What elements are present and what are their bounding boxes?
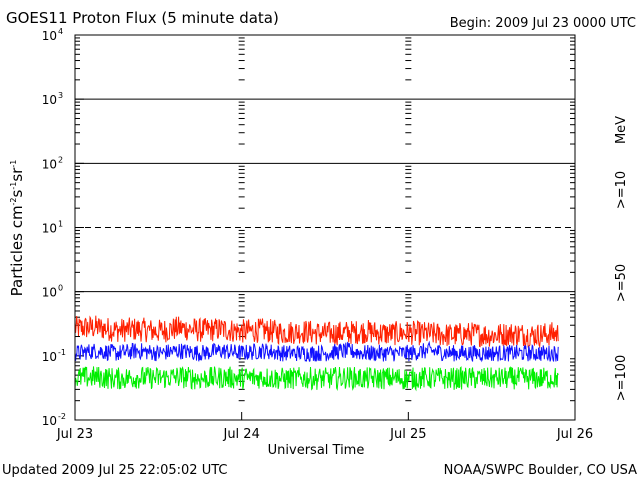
plot-frame: [74, 34, 576, 421]
y-tick-label: 10: [42, 29, 57, 43]
y-tick-label: 10: [42, 414, 57, 428]
y-tick-exponent: 4: [58, 27, 63, 36]
series-line-0: [74, 315, 559, 349]
legend-item-10mev: >=10: [614, 171, 629, 209]
y-tick-label: 10: [42, 286, 57, 300]
y-tick-label: 10: [42, 93, 57, 107]
y-tick-exponent: -2: [58, 412, 66, 421]
y-tick-label: 10: [42, 350, 57, 364]
y-tick-exponent: 1: [58, 220, 63, 229]
credit-text: NOAA/SWPC Boulder, CO USA: [444, 463, 637, 478]
x-tick-label: Jul 26: [556, 427, 593, 442]
legend-item-100mev: >=100: [614, 355, 629, 402]
series-layer: [74, 315, 559, 392]
legend-unit: MeV: [614, 116, 629, 144]
x-tick-label: Jul 24: [222, 427, 259, 442]
svg-text:>=50: >=50: [614, 264, 629, 302]
y-tick-exponent: 3: [58, 91, 63, 100]
series-line-2: [74, 366, 559, 392]
y-tick-exponent: 2: [58, 155, 63, 164]
chart-title: GOES11 Proton Flux (5 minute data): [6, 9, 279, 27]
y-tick-label: 10: [42, 222, 57, 236]
grid-layer: [75, 37, 575, 421]
series-line-1: [74, 340, 559, 363]
y-axis-label: Particles cm-2s-1sr-1: [8, 160, 26, 297]
x-tick-label: Jul 25: [389, 427, 426, 442]
begin-time: Begin: 2009 Jul 23 0000 UTC: [450, 16, 636, 31]
updated-timestamp: Updated 2009 Jul 25 22:05:02 UTC: [2, 463, 227, 478]
svg-text:>=100: >=100: [614, 355, 629, 402]
svg-text:Particles cm-2s-1sr-1: Particles cm-2s-1sr-1: [8, 160, 26, 297]
svg-text:MeV: MeV: [614, 116, 629, 144]
y-tick-label: 10: [42, 157, 57, 171]
legend-item-50mev: >=50: [614, 264, 629, 302]
x-tick-labels: Jul 23 Jul 24 Jul 25 Jul 26: [56, 427, 593, 442]
y-tick-exponent: 0: [58, 284, 63, 293]
x-tick-label: Jul 23: [56, 427, 93, 442]
y-tick-exponent: -1: [58, 348, 66, 357]
x-axis-label: Universal Time: [268, 443, 365, 458]
svg-text:>=10: >=10: [614, 171, 629, 209]
